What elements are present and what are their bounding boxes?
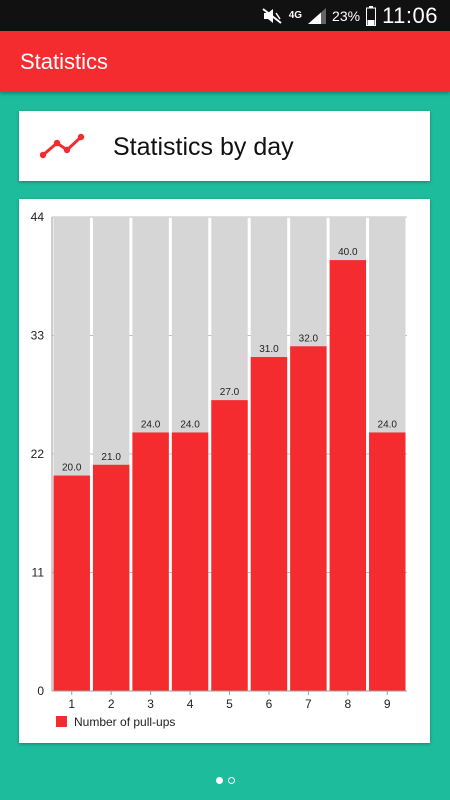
- bar-chart: 20.021.024.0 24.027.031.032.040.024.0 011…: [31, 210, 407, 729]
- x-tick-label: 7: [305, 697, 312, 711]
- line-chart-icon: [39, 133, 85, 159]
- x-tick-label: 5: [226, 697, 233, 711]
- x-tick-label: 2: [108, 697, 115, 711]
- bar[interactable]: [171, 432, 209, 691]
- clock: 11:06: [382, 2, 438, 28]
- data-label: 20.0: [62, 463, 82, 474]
- x-tick-label: 9: [384, 697, 391, 711]
- y-tick-label: 0: [37, 684, 44, 698]
- data-label: 24.0: [141, 419, 161, 430]
- data-label: 27.0: [220, 387, 240, 398]
- x-tick-label: 4: [187, 697, 194, 711]
- x-tick-label: 6: [266, 697, 273, 711]
- page-dot-active[interactable]: [215, 777, 223, 784]
- y-tick-label: 22: [31, 447, 45, 461]
- network-type: 4G: [288, 10, 303, 21]
- bar[interactable]: [290, 346, 327, 691]
- x-tick-label: 8: [344, 697, 351, 711]
- status-icons: 4G 23% 11:06: [261, 0, 438, 31]
- header-title: Statistics by day: [113, 133, 294, 161]
- bar[interactable]: [369, 432, 406, 691]
- battery-icon: [366, 5, 377, 26]
- bar[interactable]: [329, 260, 367, 691]
- x-tick-label: 1: [68, 697, 75, 711]
- y-tick-label: 33: [31, 329, 45, 343]
- data-label: 32.0: [299, 333, 319, 344]
- bar[interactable]: [92, 464, 130, 691]
- signal-icon: [308, 7, 327, 24]
- mute-icon: [262, 7, 282, 24]
- data-label: 24.0: [180, 419, 200, 430]
- data-label: 31.0: [259, 344, 279, 355]
- x-tick-label: 3: [147, 697, 154, 711]
- legend-label: Number of pull-ups: [74, 715, 175, 729]
- header-card: Statistics by day: [19, 111, 430, 181]
- data-label: 40.0: [338, 247, 358, 258]
- status-bar: 4G 23% 11:06: [0, 0, 450, 31]
- data-label: 24.0: [378, 419, 398, 430]
- app-bar: Statistics: [0, 31, 450, 92]
- page-dot[interactable]: [227, 777, 235, 784]
- y-tick-label: 11: [32, 566, 45, 580]
- y-tick-label: 44: [31, 210, 45, 224]
- bar[interactable]: [132, 432, 169, 691]
- chart-card: 20.0 21.0 24.0 24.0 27.0 31.0 32.0 40.0 24.0 0 11…: [19, 199, 430, 743]
- legend-swatch: [56, 716, 67, 727]
- page-indicator: [0, 777, 450, 789]
- bar[interactable]: [250, 357, 288, 691]
- data-label: 21.0: [101, 452, 121, 463]
- bar[interactable]: [53, 475, 90, 691]
- battery-percent: 23%: [332, 7, 361, 24]
- app-title: Statistics: [20, 49, 109, 74]
- bar[interactable]: [211, 400, 248, 691]
